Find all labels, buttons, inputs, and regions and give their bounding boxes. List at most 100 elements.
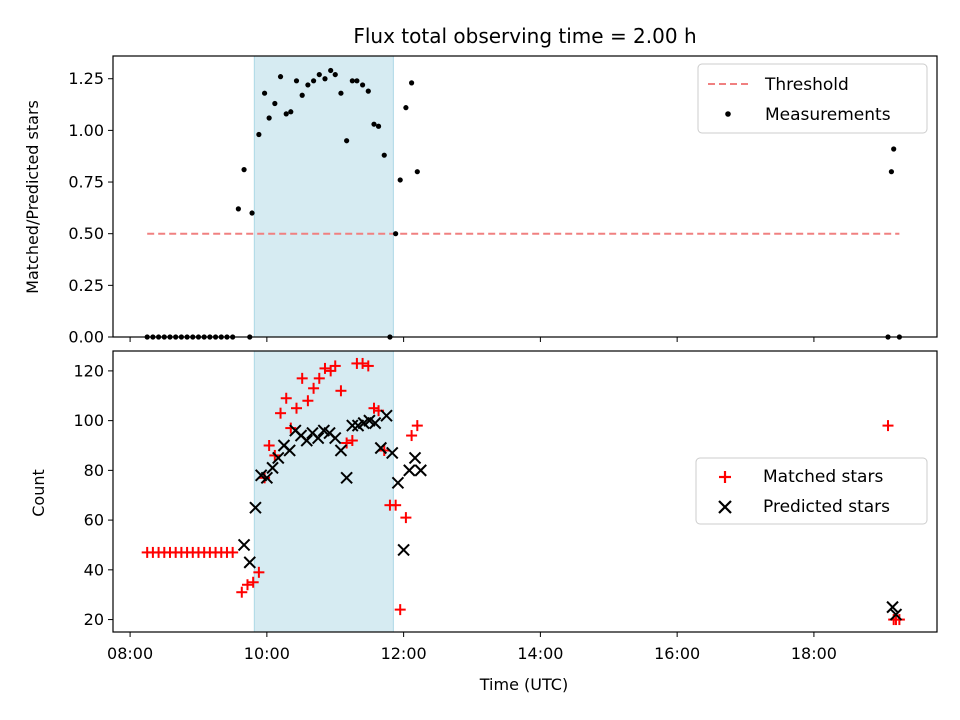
- predicted-star-point: [346, 419, 359, 432]
- measurement-point: [293, 78, 300, 84]
- predicted-star-point: [329, 431, 342, 445]
- x-tick-label: 08:00: [107, 644, 153, 663]
- y-tick-label: 100: [73, 411, 104, 430]
- predicted-star-point: [249, 501, 262, 514]
- y-tick-label: 1.00: [68, 121, 104, 140]
- matched-star-point: [308, 382, 320, 394]
- y-tick-label: 20: [84, 610, 104, 629]
- measurement-point: [272, 100, 278, 107]
- measurement-point: [310, 78, 317, 84]
- matched-star-point: [357, 357, 369, 369]
- measurement-point: [344, 138, 350, 144]
- measurement-point: [403, 105, 409, 111]
- predicted-star-point: [283, 444, 296, 457]
- measurement-point: [375, 123, 382, 129]
- bottom-chart: 20 40 60 80 100 120 08:00 10:00 12:00 14:00 16:00…: [29, 350, 938, 694]
- top-chart-marks: [144, 67, 902, 340]
- measurement-point: [235, 206, 241, 212]
- matched-star-point: [411, 420, 423, 432]
- matched-star-point: [285, 422, 297, 434]
- matched-star-point: [319, 362, 331, 374]
- measurement-point: [891, 146, 897, 152]
- measurement-point: [305, 82, 311, 88]
- predicted-star-point: [334, 444, 348, 457]
- y-tick-label: 0.50: [68, 224, 104, 243]
- matched-star-point: [263, 439, 275, 451]
- x-tick-label: 16:00: [654, 644, 700, 663]
- predicted-star-point: [272, 451, 285, 465]
- bottom-chart-marks: [141, 357, 905, 626]
- measurement-point: [414, 169, 420, 175]
- measurement-point: [393, 231, 399, 237]
- predicted-star-point: [368, 416, 382, 430]
- predicted-star-point: [408, 451, 422, 465]
- top-legend-box: [697, 63, 928, 134]
- bottom-x-axis: 08:00 10:00 12:00 14:00 16:00 18:00: [107, 632, 837, 663]
- matched-star-point: [346, 435, 358, 447]
- matched-star-point: [280, 392, 292, 404]
- measurement-point: [249, 210, 255, 216]
- predicted-star-point: [886, 600, 899, 614]
- measurement-point: [277, 74, 284, 80]
- measurement-point: [256, 131, 262, 138]
- y-tick-label: 60: [84, 511, 104, 530]
- predicted-star-point: [311, 431, 325, 445]
- y-tick-label: 0.75: [68, 173, 104, 192]
- measurement-point: [261, 90, 268, 96]
- matched-star-point: [290, 402, 302, 414]
- top-observing-window-shade: [253, 55, 394, 338]
- bottom-y-axis-label: Count: [29, 469, 48, 517]
- measurement-point: [332, 71, 338, 78]
- measurement-point: [397, 177, 403, 183]
- predicted-star-point: [403, 464, 416, 477]
- matched-star-point: [390, 499, 402, 511]
- legend-threshold-label: Threshold: [764, 75, 849, 95]
- matched-star-point: [247, 576, 259, 588]
- measurement-point: [349, 78, 355, 84]
- x-tick-label: 18:00: [791, 644, 837, 663]
- measurement-point: [365, 88, 371, 94]
- legend-matched-swatch: [719, 471, 731, 483]
- top-legend: Threshold Measurements: [697, 63, 928, 134]
- matched-star-point: [296, 372, 308, 384]
- y-tick-label: 0.00: [68, 328, 104, 347]
- top-y-axis: 0.00 0.25 0.50 0.75 1.00 1.25: [68, 69, 113, 347]
- matched-star-point: [335, 385, 347, 397]
- measurement-point: [888, 169, 895, 175]
- matched-star-point: [329, 360, 341, 372]
- y-tick-label: 120: [73, 361, 104, 380]
- bottom-y-axis: 20 40 60 80 100 120: [73, 361, 113, 629]
- measurement-point: [359, 82, 366, 88]
- x-tick-label: 12:00: [381, 644, 427, 663]
- measurement-point: [371, 121, 377, 127]
- predicted-star-point: [414, 464, 427, 477]
- measurement-point: [328, 67, 334, 74]
- measurement-point: [288, 109, 294, 115]
- legend-matched-label: Matched stars: [763, 467, 883, 487]
- measurement-point: [354, 78, 360, 84]
- top-chart-frame: [112, 55, 938, 338]
- top-chart: 0.00 0.25 0.50 0.75 1.00 1.25 Matched/Predict…: [23, 55, 938, 347]
- predicted-star-point: [374, 441, 388, 455]
- top-y-axis-label: Matched/Predicted stars: [23, 100, 42, 294]
- matched-star-point: [302, 395, 314, 407]
- predicted-star-point: [380, 409, 393, 422]
- measurement-point: [241, 167, 247, 173]
- predicted-star-point: [386, 446, 399, 460]
- matched-star-point: [893, 614, 905, 626]
- bottom-observing-window-shade: [253, 350, 394, 633]
- legend-measurements-label: Measurements: [765, 105, 891, 125]
- matched-star-point: [394, 604, 406, 616]
- matched-star-point: [275, 407, 287, 419]
- matched-star-point: [253, 566, 265, 578]
- predicted-star-point: [243, 556, 256, 569]
- matched-star-point: [400, 512, 412, 524]
- legend-predicted-label: Predicted stars: [763, 497, 890, 517]
- measurement-point: [409, 80, 415, 86]
- bottom-legend-box: [695, 457, 928, 525]
- measurement-point: [299, 92, 305, 98]
- matched-star-point: [236, 586, 248, 598]
- matched-star-point: [882, 420, 894, 432]
- matched-star-point: [227, 546, 239, 558]
